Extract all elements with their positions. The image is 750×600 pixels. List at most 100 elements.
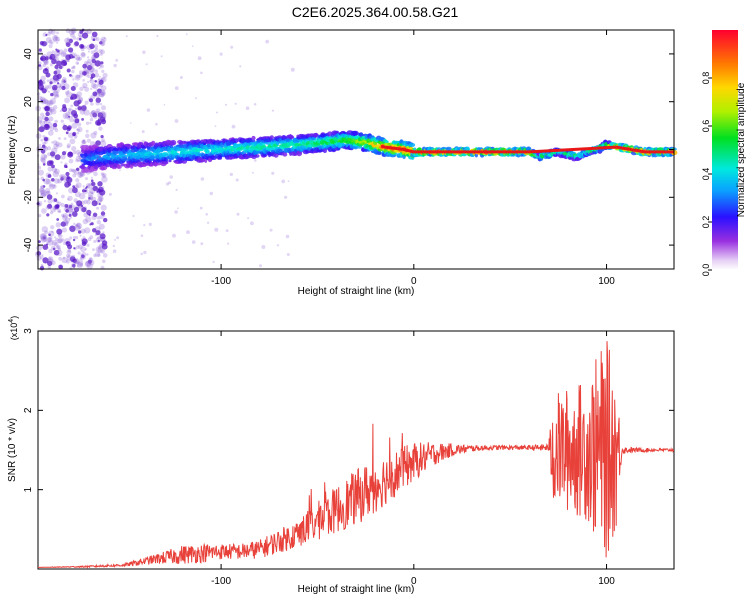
spectrogram-noise-point	[44, 100, 50, 105]
spectrogram-noise-point	[69, 225, 76, 232]
spectrogram-noise-point	[48, 39, 53, 45]
spectrogram-noise-point	[72, 36, 77, 40]
spectrogram-noise-point	[76, 37, 80, 41]
spectrogram-noise-point	[74, 42, 77, 45]
spectrogram-ridge-cell	[163, 161, 169, 165]
spectrogram-noise-point	[53, 58, 57, 61]
spectrogram-noise-point	[40, 55, 46, 62]
spectrogram-noise-point	[95, 108, 101, 114]
spectrogram-noise-point	[76, 91, 83, 97]
spectrogram-noise-point	[87, 194, 93, 200]
spectrogram-noise-point	[47, 260, 53, 266]
spectrogram-noise-point	[61, 106, 68, 113]
spectrogram-noise-point	[57, 154, 60, 157]
spectrogram-noise-point	[84, 227, 91, 234]
spectrogram-noise-point	[54, 168, 60, 175]
snr-x-tick-label: 0	[411, 576, 417, 587]
spectrogram-ridge-cell	[201, 159, 205, 162]
spectrogram-speckle-point	[205, 213, 208, 216]
spectrogram-noise-point	[84, 189, 87, 193]
spectrogram-noise-point	[72, 211, 78, 217]
spectrogram-noise-point	[85, 133, 90, 138]
spectrogram-noise-point	[82, 140, 87, 145]
spectrogram-speckle-point	[225, 229, 229, 233]
spectrogram-noise-point	[64, 150, 67, 153]
spectrogram-noise-point	[84, 100, 89, 105]
spectrogram-noise-point	[65, 131, 69, 135]
spectrogram-noise-point	[65, 91, 72, 98]
spectrogram-noise-point	[74, 184, 79, 189]
spectrogram-noise-point	[90, 87, 93, 90]
spectrogram-speckle-point	[247, 217, 250, 220]
spectrogram-noise-point	[63, 241, 67, 245]
spectrogram-noise-point	[87, 259, 92, 264]
spectrogram-noise-point	[75, 149, 81, 155]
spectrogram-noise-point	[40, 235, 46, 241]
spectrogram-noise-point	[72, 78, 75, 81]
spectrogram-speckle-point	[206, 221, 210, 224]
spectrogram-noise-point	[90, 179, 94, 182]
spectrogram-noise-point	[62, 219, 69, 226]
spectrogram-noise-point	[97, 253, 101, 257]
spectrogram-noise-point	[44, 60, 48, 65]
spectrogram-noise-point	[100, 197, 103, 200]
spectrogram-noise-point	[94, 80, 97, 83]
spectrogram-noise-point	[36, 92, 41, 96]
spectrogram-noise-point	[83, 199, 88, 204]
spectrogram-noise-point	[40, 158, 46, 163]
spectrogram-speckle-point	[231, 124, 236, 129]
spectrogram-noise-point	[91, 181, 96, 187]
spectrogram-noise-point	[42, 185, 46, 188]
spectrogram-noise-point	[56, 53, 60, 57]
spectrogram-ridge-cell	[149, 155, 156, 160]
spectrogram-noise-point	[42, 234, 47, 240]
spectrogram-noise-point	[56, 95, 59, 98]
spectrogram-noise-point	[83, 109, 90, 116]
spectrogram-noise-point	[96, 220, 102, 225]
spectrogram-noise-point	[79, 192, 86, 200]
spectrogram-ridge-cell	[142, 150, 148, 153]
spectrogram-noise-point	[76, 167, 80, 171]
spectrogram-ridge-cell	[218, 154, 223, 159]
spectrogram-noise-point	[99, 215, 104, 220]
spectrogram-noise-point	[45, 246, 49, 250]
spectrogram-speckle-point	[145, 63, 148, 66]
snr-series-line	[38, 341, 675, 569]
spectrogram-noise-point	[47, 84, 52, 89]
spectrogram-speckle-point	[174, 119, 179, 123]
spectrogram-noise-point	[90, 73, 96, 78]
spectrogram-noise-point	[47, 198, 53, 204]
spectrogram-noise-point	[44, 56, 49, 61]
spectrogram-noise-point	[40, 192, 46, 199]
spectrogram-noise-point	[81, 139, 86, 144]
spectrogram-noise-point	[100, 140, 107, 147]
spectrogram-ridge-cell	[246, 139, 253, 143]
spectrogram-noise-point	[93, 240, 97, 243]
spectrogram-ridge-cell	[525, 146, 532, 152]
spectrogram-x-tick-label: 100	[598, 276, 615, 287]
spectrogram-noise-point	[86, 261, 89, 264]
spectrogram-noise-point	[79, 234, 82, 237]
spectrogram-noise-point	[87, 237, 92, 241]
spectrogram-noise-point	[78, 57, 82, 61]
spectrogram-noise-point	[43, 59, 49, 66]
spectrogram-noise-point	[56, 228, 63, 235]
spectrogram-noise-point	[101, 105, 106, 111]
spectrogram-noise-point	[38, 48, 42, 52]
spectrogram-noise-point	[56, 245, 60, 249]
spectrogram-noise-point	[45, 178, 52, 185]
spectrogram-noise-point	[55, 144, 59, 148]
spectrogram-speckle-point	[230, 45, 234, 49]
spectrogram-ridge-cell	[251, 139, 256, 143]
spectrogram-noise-point	[57, 82, 60, 85]
spectrogram-noise-point	[40, 189, 47, 196]
spectrogram-noise-point	[71, 69, 75, 74]
spectrogram-noise-point	[69, 236, 73, 240]
spectrogram-noise-point	[65, 241, 71, 247]
spectrogram-speckle-point	[179, 76, 183, 79]
spectrogram-noise-point	[94, 233, 98, 237]
spectrogram-noise-point	[81, 52, 86, 57]
spectrogram-noise-point	[53, 242, 59, 247]
spectrogram-speckle-point	[141, 130, 145, 134]
spectrogram-noise-point	[53, 76, 60, 83]
